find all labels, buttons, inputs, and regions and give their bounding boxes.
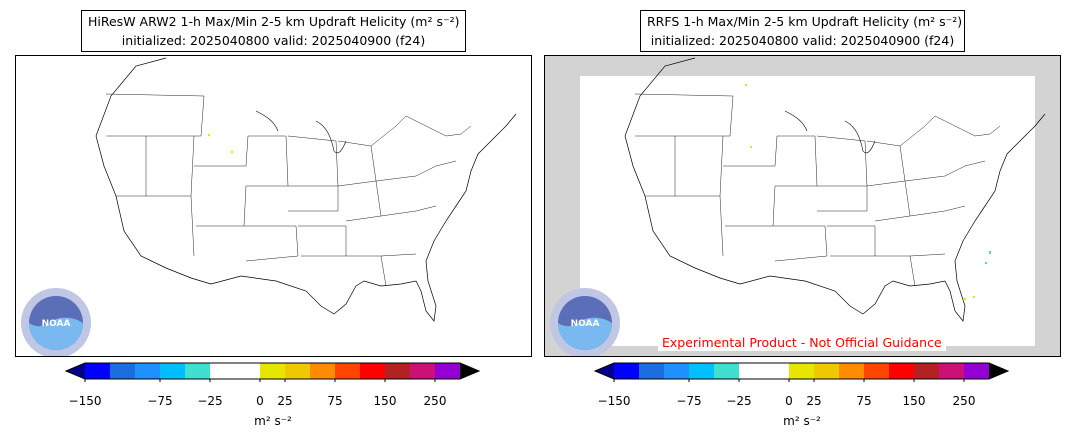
- colorbar-cell: [864, 363, 889, 379]
- colorbar-cell: [614, 363, 639, 379]
- colorbar-cell: [335, 363, 360, 379]
- right-map-svg: NOAA: [550, 57, 1046, 356]
- left-title-line1: HiResW ARW2 1-h Max/Min 2-5 km Updraft H…: [88, 14, 460, 29]
- colorbar-tick-label: −75: [147, 394, 173, 408]
- colorbar-cell: [110, 363, 135, 379]
- left-map-svg: NOAA: [21, 57, 517, 356]
- right-colorbar: [594, 362, 1010, 382]
- colorbar-cell: [839, 363, 864, 379]
- colorbar-cell: [914, 363, 939, 379]
- colorbar-cell: [285, 363, 310, 379]
- colorbar-tick-label: 75: [856, 394, 872, 408]
- colorbar-cell: [210, 363, 235, 379]
- colorbar-cell: [410, 363, 435, 379]
- colorbar-cell: [385, 363, 410, 379]
- colorbar-extend-low: [595, 363, 614, 379]
- colorbar-cell: [85, 363, 110, 379]
- right-panel-title: RRFS 1-h Max/Min 2-5 km Updraft Helicity…: [640, 10, 965, 52]
- colorbar-cell: [964, 363, 989, 379]
- colorbar-cell: [435, 363, 460, 379]
- right-title-line1: RRFS 1-h Max/Min 2-5 km Updraft Helicity…: [647, 14, 963, 29]
- colorbar-cell: [360, 363, 385, 379]
- colorbar-cell: [739, 363, 764, 379]
- noaa-logo-text: NOAA: [571, 319, 600, 329]
- colorbar-cell: [764, 363, 789, 379]
- colorbar-cell: [664, 363, 689, 379]
- colorbar-cell: [714, 363, 739, 379]
- uh-specks: [745, 84, 991, 300]
- colorbar-tick-label: −150: [597, 394, 631, 408]
- left-colorbar-unit: m² s⁻²: [254, 414, 292, 428]
- left-title-line2: initialized: 2025040800 valid: 202504090…: [121, 33, 426, 48]
- colorbar-tick-label: 0: [785, 394, 793, 408]
- colorbar-cell: [235, 363, 260, 379]
- colorbar-tick-label: −25: [197, 394, 223, 408]
- colorbar-tick-label: −75: [676, 394, 702, 408]
- colorbar-cell: [939, 363, 964, 379]
- noaa-logo: NOAA: [550, 288, 620, 356]
- colorbar-cell: [185, 363, 210, 379]
- colorbar-cell: [135, 363, 160, 379]
- right-colorbar-cells: [594, 362, 1010, 382]
- colorbar-cell: [639, 363, 664, 379]
- noaa-logo: NOAA: [21, 288, 91, 356]
- right-map-panel: NOAA: [544, 55, 1061, 357]
- colorbar-tick-label: 25: [806, 394, 822, 408]
- colorbar-tick-label: −150: [68, 394, 102, 408]
- colorbar-cell: [689, 363, 714, 379]
- colorbar-tick-label: 150: [373, 394, 397, 408]
- colorbar-tick-label: 0: [256, 394, 264, 408]
- colorbar-cell: [310, 363, 335, 379]
- right-title-line2: initialized: 2025040800 valid: 202504090…: [650, 33, 955, 48]
- noaa-logo-text: NOAA: [42, 319, 71, 329]
- colorbar-tick-label: 250: [423, 394, 447, 408]
- colorbar-tick-label: −25: [726, 394, 752, 408]
- colorbar-cell: [789, 363, 814, 379]
- rrfs-domain-region: [580, 76, 1035, 346]
- colorbar-cell: [260, 363, 285, 379]
- colorbar-tick-label: 250: [952, 394, 976, 408]
- us-map-lines: [624, 57, 1046, 322]
- colorbar-tick-label: 25: [277, 394, 293, 408]
- uh-specks: [208, 134, 233, 153]
- colorbar-tick-label: 150: [902, 394, 926, 408]
- colorbar-extend-high: [989, 363, 1008, 379]
- colorbar-extend-high: [460, 363, 479, 379]
- colorbar-cell: [160, 363, 185, 379]
- colorbar-cell: [814, 363, 839, 379]
- colorbar-extend-low: [66, 363, 85, 379]
- colorbar-cell: [889, 363, 914, 379]
- left-colorbar: [65, 362, 481, 382]
- left-colorbar-cells: [65, 362, 481, 382]
- left-map-panel: NOAA: [15, 55, 532, 357]
- disclaimer-text: Experimental Product - Not Official Guid…: [658, 334, 946, 351]
- colorbar-tick-label: 75: [327, 394, 343, 408]
- right-colorbar-unit: m² s⁻²: [783, 414, 821, 428]
- left-panel-title: HiResW ARW2 1-h Max/Min 2-5 km Updraft H…: [81, 10, 466, 52]
- us-map-lines: [95, 57, 517, 322]
